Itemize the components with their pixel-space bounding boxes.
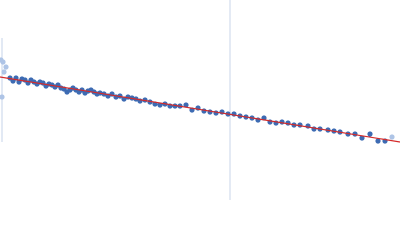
data-point — [0, 94, 5, 100]
data-point — [1, 69, 7, 75]
chart — [0, 0, 400, 200]
data-point — [0, 59, 6, 65]
data-point — [3, 64, 9, 70]
fit-line — [0, 76, 400, 143]
data-point — [183, 102, 189, 108]
data-point — [359, 135, 365, 141]
data-point — [367, 131, 373, 137]
data-point — [375, 138, 381, 144]
data-point — [389, 134, 395, 140]
